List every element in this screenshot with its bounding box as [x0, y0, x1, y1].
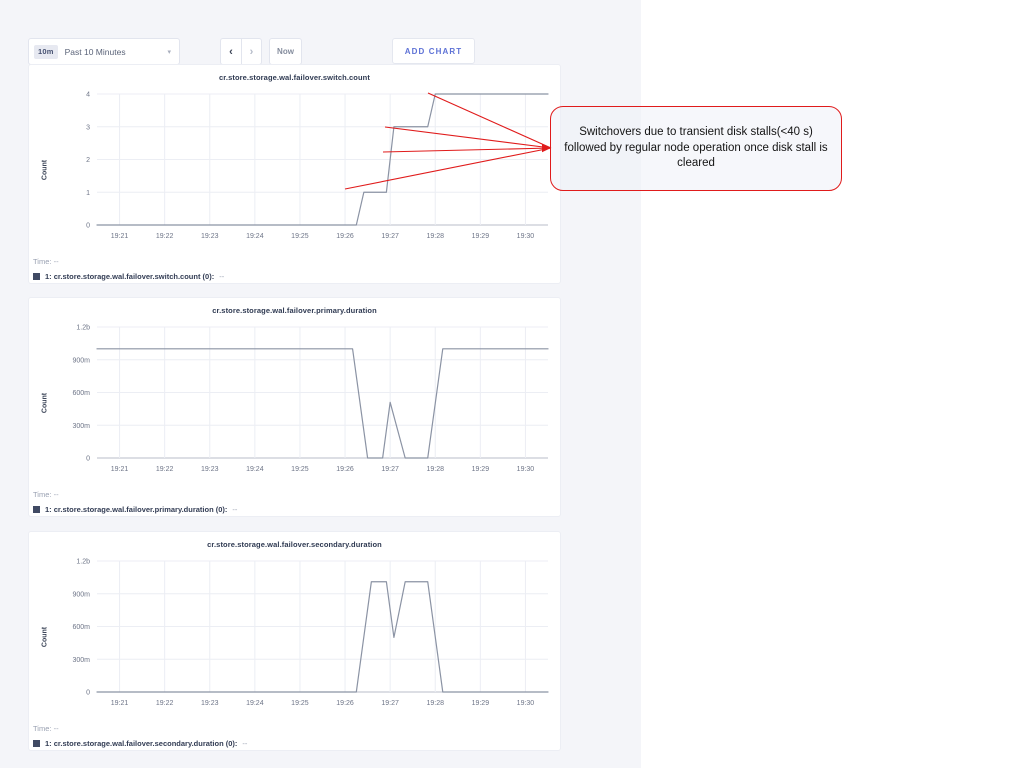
time-range-label: Past 10 Minutes: [64, 46, 126, 57]
chart-legend: Time: -- 1: cr.store.storage.wal.failove…: [29, 490, 560, 514]
legend-time-row: Time: --: [33, 490, 560, 499]
svg-text:19:24: 19:24: [246, 233, 264, 240]
svg-text:19:25: 19:25: [291, 466, 309, 473]
svg-text:19:30: 19:30: [517, 700, 535, 707]
svg-text:19:23: 19:23: [201, 233, 219, 240]
svg-text:600m: 600m: [72, 624, 90, 631]
legend-series-row[interactable]: 1: cr.store.storage.wal.failover.seconda…: [33, 739, 560, 748]
chart-title: cr.store.storage.wal.failover.primary.du…: [212, 306, 377, 315]
legend-color-swatch: [33, 740, 40, 747]
svg-text:19:26: 19:26: [336, 700, 354, 707]
svg-text:2: 2: [86, 157, 90, 164]
add-chart-button[interactable]: ADD CHART: [392, 38, 475, 64]
chart-svg: 0 300m 600m 900m 1.2b 19:21 19:22 19:23 19:24 19:…: [72, 559, 549, 707]
svg-text:1.2b: 1.2b: [76, 325, 90, 332]
svg-text:1.2b: 1.2b: [76, 559, 90, 566]
svg-text:0: 0: [86, 223, 90, 230]
svg-text:19:21: 19:21: [111, 233, 129, 240]
svg-text:19:22: 19:22: [156, 466, 174, 473]
chevron-down-icon: ▾: [167, 48, 171, 56]
legend-series-row[interactable]: 1: cr.store.storage.wal.failover.switch.…: [33, 272, 560, 281]
svg-text:19:29: 19:29: [472, 233, 490, 240]
svg-text:19:29: 19:29: [472, 700, 490, 707]
time-range-picker[interactable]: 10m Past 10 Minutes ▾: [28, 38, 180, 65]
legend-time-value: --: [53, 490, 59, 499]
svg-text:19:26: 19:26: [336, 466, 354, 473]
svg-text:0: 0: [86, 690, 90, 697]
chart-title: cr.store.storage.wal.failover.switch.cou…: [219, 73, 370, 82]
y-axis-title: Count: [41, 626, 49, 647]
svg-text:19:28: 19:28: [426, 700, 444, 707]
y-axis-title: Count: [41, 392, 49, 413]
chart-card[interactable]: cr.store.storage.wal.failover.primary.du…: [28, 297, 561, 517]
chart-card[interactable]: cr.store.storage.wal.failover.secondary.…: [28, 531, 561, 751]
annotation-callout: Switchovers due to transient disk stalls…: [550, 106, 842, 191]
chart-plot-area[interactable]: Count 0 300m 600m 900m 1.2b 19:21 19:22 19:23 19…: [29, 315, 562, 490]
svg-text:19:25: 19:25: [291, 233, 309, 240]
svg-text:900m: 900m: [72, 591, 90, 598]
time-range-badge: 10m: [34, 44, 58, 59]
chart-plot-area[interactable]: Count 0 300m 600m 900m 1.2b 19:21 19:22 19:23 19…: [29, 549, 562, 724]
legend-series-value: --: [242, 739, 248, 748]
legend-time-row: Time: --: [33, 257, 560, 266]
dashboard-toolbar: 10m Past 10 Minutes ▾ ‹ › Now ADD CHART: [28, 38, 558, 65]
next-range-button[interactable]: ›: [241, 38, 262, 65]
legend-time-value: --: [53, 724, 59, 733]
annotation-text: Switchovers due to transient disk stalls…: [564, 125, 828, 170]
svg-text:1: 1: [86, 190, 90, 197]
svg-text:19:22: 19:22: [156, 700, 174, 707]
svg-text:19:21: 19:21: [111, 466, 129, 473]
legend-series-label: 1: cr.store.storage.wal.failover.primary…: [45, 505, 228, 514]
chart-legend: Time: -- 1: cr.store.storage.wal.failove…: [29, 724, 560, 748]
time-nav-group: ‹ ›: [220, 38, 262, 65]
svg-text:3: 3: [86, 124, 90, 131]
legend-time-value: --: [53, 257, 59, 266]
legend-color-swatch: [33, 273, 40, 280]
svg-text:19:29: 19:29: [472, 466, 490, 473]
svg-text:0: 0: [86, 456, 90, 463]
svg-text:19:28: 19:28: [426, 233, 444, 240]
legend-series-value: --: [219, 272, 225, 281]
svg-text:19:28: 19:28: [426, 466, 444, 473]
svg-text:19:30: 19:30: [517, 466, 535, 473]
svg-text:19:25: 19:25: [291, 700, 309, 707]
svg-text:19:22: 19:22: [156, 233, 174, 240]
legend-color-swatch: [33, 506, 40, 513]
svg-text:19:24: 19:24: [246, 466, 264, 473]
svg-text:19:24: 19:24: [246, 700, 264, 707]
chart-legend: Time: -- 1: cr.store.storage.wal.failove…: [29, 257, 560, 281]
svg-text:19:27: 19:27: [381, 700, 399, 707]
legend-series-label: 1: cr.store.storage.wal.failover.switch.…: [45, 272, 215, 281]
legend-time-label: Time:: [33, 257, 52, 266]
svg-text:300m: 300m: [72, 423, 90, 430]
now-button[interactable]: Now: [269, 38, 302, 65]
legend-series-value: --: [232, 505, 238, 514]
svg-text:19:27: 19:27: [381, 466, 399, 473]
svg-text:600m: 600m: [72, 390, 90, 397]
legend-series-row[interactable]: 1: cr.store.storage.wal.failover.primary…: [33, 505, 560, 514]
svg-text:19:30: 19:30: [517, 233, 535, 240]
svg-text:19:21: 19:21: [111, 700, 129, 707]
chart-card[interactable]: cr.store.storage.wal.failover.switch.cou…: [28, 64, 561, 284]
svg-text:900m: 900m: [72, 357, 90, 364]
svg-text:19:23: 19:23: [201, 466, 219, 473]
svg-text:300m: 300m: [72, 657, 90, 664]
y-axis-title: Count: [41, 159, 49, 180]
chart-title: cr.store.storage.wal.failover.secondary.…: [207, 540, 382, 549]
chart-svg: 0 1 2 3 4 19:21 19:22 19:23 19:24 19:25 19:26 19:27…: [86, 92, 549, 240]
svg-text:19:26: 19:26: [336, 233, 354, 240]
chart-svg: 0 300m 600m 900m 1.2b 19:21 19:22 19:23 19:24 19:…: [72, 325, 549, 473]
chart-plot-area[interactable]: Count 0 1 2 3 4 19:21 19:22 19:23 19:24 19:25 19:2…: [29, 82, 562, 257]
svg-text:19:27: 19:27: [381, 233, 399, 240]
legend-time-label: Time:: [33, 490, 52, 499]
legend-time-label: Time:: [33, 724, 52, 733]
legend-time-row: Time: --: [33, 724, 560, 733]
svg-text:4: 4: [86, 92, 90, 99]
legend-series-label: 1: cr.store.storage.wal.failover.seconda…: [45, 739, 238, 748]
previous-range-button[interactable]: ‹: [220, 38, 241, 65]
svg-text:19:23: 19:23: [201, 700, 219, 707]
